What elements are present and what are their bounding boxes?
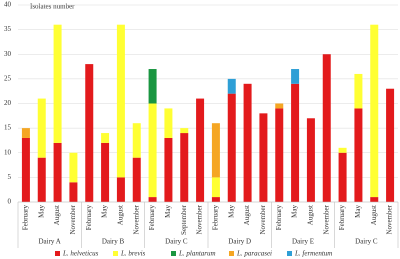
x-tick-label: November (386, 204, 394, 234)
bar-segment (211, 123, 220, 178)
bar-segment (227, 78, 236, 94)
bar-segment (338, 152, 347, 202)
y-tick-label: 25 (4, 74, 12, 82)
bar-segment (291, 83, 300, 202)
bar-segment (370, 197, 379, 202)
x-tick-label: August (307, 205, 315, 225)
bar-segment (291, 69, 300, 84)
group-label: Dairy A (38, 238, 60, 246)
x-tick-label: November (69, 204, 77, 234)
legend-label: L. paracasei (236, 250, 272, 258)
bar-segment (164, 137, 173, 202)
x-tick-label: November (322, 204, 330, 234)
x-tick-label: November (259, 204, 267, 234)
legend-label: L. helveticus (62, 250, 99, 258)
x-tick-label: May (37, 205, 45, 218)
x-tick-label: August (53, 205, 61, 225)
x-tick-label: May (101, 205, 109, 218)
y-tick-label: 15 (4, 124, 12, 132)
x-tick-label: February (275, 205, 283, 231)
y-tick-label: 35 (4, 25, 12, 33)
bar-segment (259, 113, 268, 202)
x-tick-label: May (354, 205, 362, 218)
x-tick-label: August (370, 205, 378, 225)
bar-segment (354, 108, 363, 202)
bar-segment (386, 88, 395, 202)
group-label: Dairy D (228, 238, 251, 246)
x-tick-label: February (338, 205, 346, 231)
group-label: Dairy B (102, 238, 125, 246)
x-tick-label: September (180, 204, 188, 235)
y-tick-label: 20 (4, 99, 12, 107)
bar-segment (132, 157, 141, 202)
bar-segment (338, 147, 347, 153)
bar-segment (69, 152, 78, 183)
group-label: Dairy C (165, 238, 188, 246)
legend-swatch (287, 251, 292, 256)
y-tick-label: 10 (4, 148, 12, 156)
bar-segment (180, 128, 189, 134)
group-label: Dairy C (355, 238, 378, 246)
x-tick-label: November (132, 204, 140, 234)
bar-segment (101, 142, 110, 202)
bar-segment (21, 137, 30, 202)
bar-segment (227, 93, 236, 202)
bar-segment (37, 98, 46, 158)
x-tick-label: May (164, 205, 172, 218)
x-tick-label: November (196, 204, 204, 234)
bar-segment (85, 64, 94, 202)
x-tick-label: August (243, 205, 251, 225)
bar-segment (322, 54, 331, 202)
bar-segment (53, 24, 62, 143)
bar-segment (275, 103, 284, 109)
y-tick-label: 40 (4, 1, 12, 9)
legend-label: L. fermentum (294, 250, 332, 258)
bar-segment (196, 98, 205, 202)
legend-swatch (229, 251, 234, 256)
bar-segment (354, 73, 363, 109)
bar-segment (116, 177, 125, 202)
bar-segment (211, 177, 220, 198)
y-tick-label: 0 (8, 198, 12, 206)
bar-segment (132, 123, 141, 158)
legend-swatch (171, 251, 176, 256)
bar-segment (180, 133, 189, 202)
bar-segment (37, 157, 46, 202)
bar-segment (21, 128, 30, 138)
bar-segment (148, 69, 157, 104)
y-tick-label: 5 (8, 173, 12, 181)
x-tick-label: February (22, 205, 30, 231)
x-tick-label: February (148, 205, 156, 231)
bar-segment (148, 197, 157, 202)
x-tick-label: May (227, 205, 235, 218)
bar-segment (116, 24, 125, 178)
bar-segment (164, 108, 173, 138)
bar-segment (275, 108, 284, 202)
x-tick-label: February (212, 205, 220, 231)
legend-swatch (113, 251, 118, 256)
y-tick-label: 30 (4, 50, 12, 58)
legend-label: L. brevis (120, 250, 146, 258)
legend-swatch (55, 251, 60, 256)
group-label: Dairy E (292, 238, 314, 246)
bar-segment (53, 142, 62, 202)
bar-segment (211, 197, 220, 202)
x-tick-label: August (117, 205, 125, 225)
x-tick-label: February (85, 205, 93, 231)
x-tick-label: May (291, 205, 299, 218)
bar-segment (243, 83, 252, 202)
y-axis-label: Isolates number (30, 3, 75, 11)
bar-segment (69, 182, 78, 202)
legend-label: L. plantarum (178, 250, 216, 258)
bar-segment (306, 118, 315, 202)
bar-segment (370, 24, 379, 198)
bar-segment (101, 133, 110, 143)
bar-segment (148, 103, 157, 198)
